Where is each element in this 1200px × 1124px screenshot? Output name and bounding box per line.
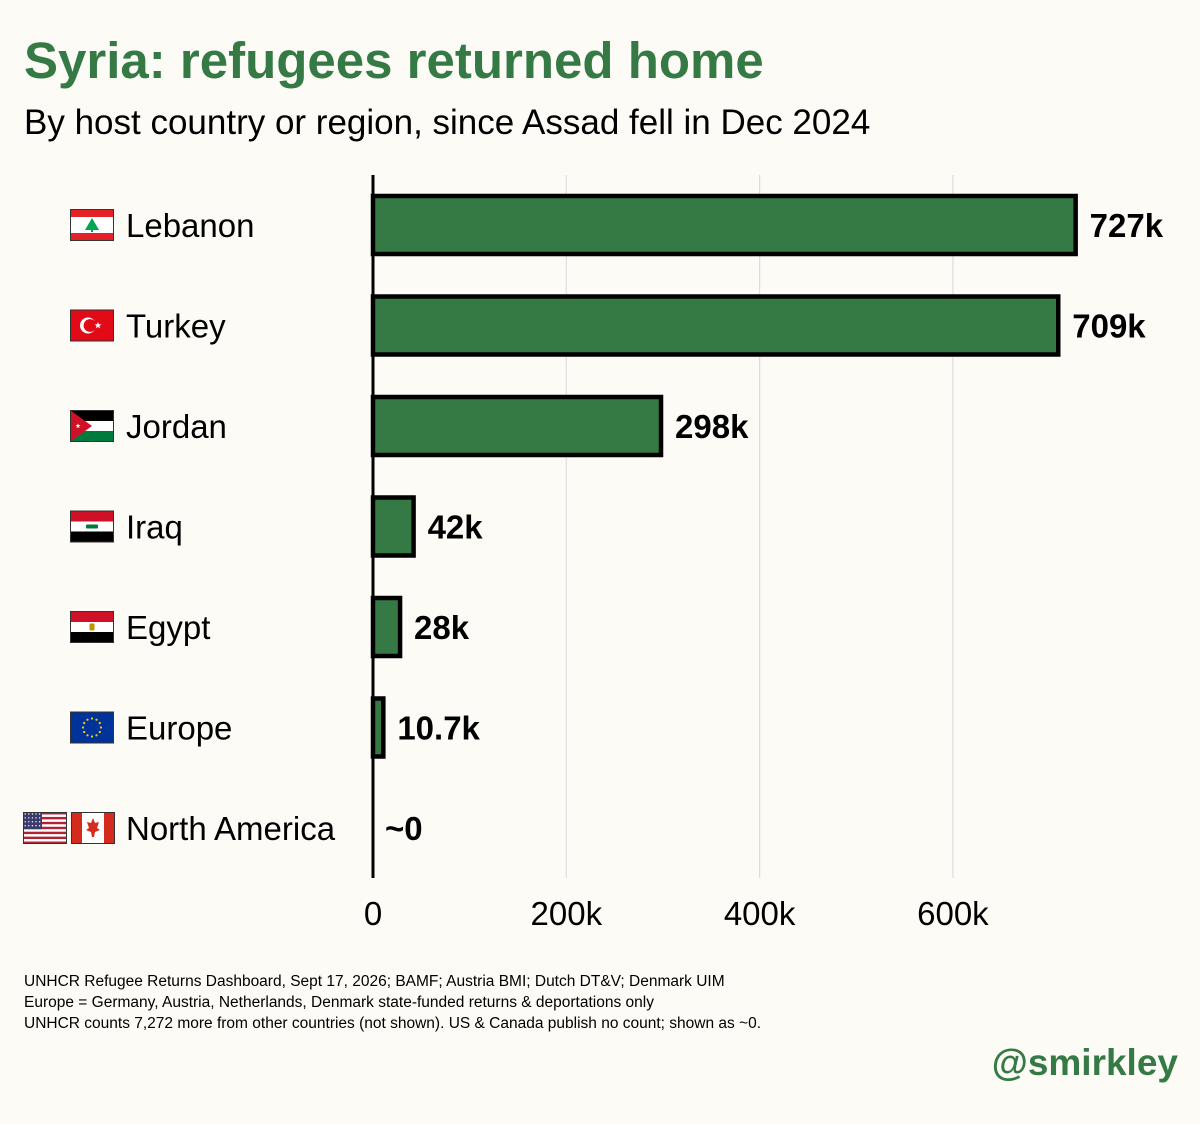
label-layer: 727k Lebanon 709k Turkey 298k Jordan 42k Iraq 28… <box>126 207 1164 847</box>
x-tick-label-0: 0 <box>364 895 382 932</box>
us-flag-icon <box>23 812 67 844</box>
bar-turkey <box>370 294 1061 357</box>
bar-jordan <box>370 394 664 458</box>
value-label-north-america: ~0 <box>385 810 423 847</box>
canada-flag-icon <box>71 812 115 844</box>
category-label-lebanon: Lebanon <box>126 207 254 244</box>
footnotes: UNHCR Refugee Returns Dashboard, Sept 17… <box>24 971 761 1034</box>
egypt-flag-icon <box>70 611 114 643</box>
iraq-flag-icon <box>70 510 114 543</box>
category-label-turkey: Turkey <box>126 308 226 345</box>
bar-egypt <box>370 595 403 659</box>
value-label-jordan: 298k <box>675 408 749 445</box>
lebanon-flag-icon <box>70 209 114 241</box>
category-label-egypt: Egypt <box>126 609 210 646</box>
x-tick-label-600k: 600k <box>917 895 989 932</box>
category-label-north-america: North America <box>126 810 336 847</box>
footnote-sources: UNHCR Refugee Returns Dashboard, Sept 17… <box>24 973 725 990</box>
axis-layer: 0 200k 400k 600k <box>364 175 989 932</box>
eu-flag-icon <box>70 711 114 744</box>
bar-lebanon <box>370 193 1078 257</box>
author-credit: @smirkley <box>991 1042 1178 1083</box>
value-label-europe: 10.7k <box>397 710 480 747</box>
chart-subtitle: By host country or region, since Assad f… <box>24 103 871 142</box>
grid-layer <box>565 175 954 878</box>
x-tick-label-200k: 200k <box>531 895 603 932</box>
category-label-iraq: Iraq <box>126 509 183 546</box>
value-label-lebanon: 727k <box>1090 207 1164 244</box>
value-label-turkey: 709k <box>1072 308 1146 345</box>
category-label-jordan: Jordan <box>126 408 227 445</box>
bar-layer <box>370 193 1078 759</box>
jordan-flag-icon <box>70 410 114 442</box>
x-tick-label-400k: 400k <box>724 895 796 932</box>
bar-europe <box>370 696 386 759</box>
value-label-iraq: 42k <box>428 509 484 546</box>
category-label-europe: Europe <box>126 710 232 747</box>
bar-chart: 0 200k 400k 600k 727k Lebanon 709k Turkey 298k J… <box>23 175 1164 932</box>
footnote-europe-definition: Europe = Germany, Austria, Netherlands, … <box>24 994 654 1011</box>
value-label-egypt: 28k <box>414 609 470 646</box>
chart-title: Syria: refugees returned home <box>24 32 764 89</box>
bar-iraq <box>370 495 416 558</box>
turkey-flag-icon <box>70 309 114 342</box>
flag-layer <box>23 209 115 844</box>
footnote-other-countries: UNHCR counts 7,272 more from other count… <box>24 1015 762 1032</box>
